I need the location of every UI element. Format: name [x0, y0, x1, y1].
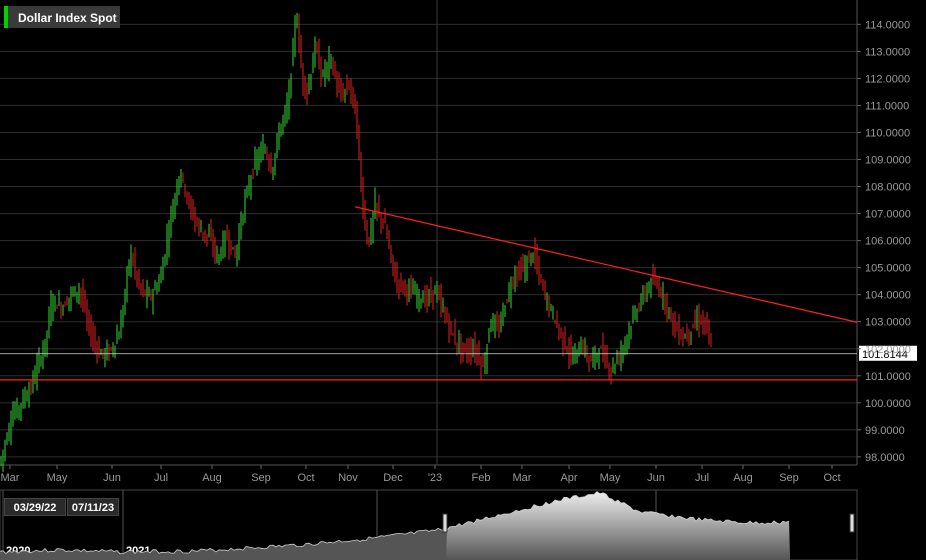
x-tick-label: Oct: [823, 472, 840, 484]
y-tick-label: 99.0000: [865, 425, 905, 437]
x-tick-label: Jul: [154, 472, 168, 484]
y-tick-label: 105.0000: [865, 263, 911, 275]
y-tick-label: 100.0000: [865, 398, 911, 410]
x-tick-label: Jun: [647, 472, 665, 484]
y-tick-label: 114.0000: [865, 19, 910, 31]
last-price-box: [859, 345, 917, 361]
range-end-date[interactable]: 07/11/23: [67, 498, 119, 516]
annotations: 101.8144: [0, 206, 917, 381]
overview-handle-left: [442, 513, 448, 533]
x-tick-label: Nov: [338, 472, 358, 484]
last-price-label: 101.8144: [862, 349, 908, 361]
range-start-date[interactable]: 03/29/22: [4, 498, 66, 516]
y-tick-label: 106.0000: [865, 236, 911, 248]
x-tick-label: Sep: [779, 472, 799, 484]
x-tick-label: Oct: [297, 472, 314, 484]
y-tick-label: 113.0000: [865, 46, 910, 58]
x-tick-label: Dec: [383, 472, 403, 484]
legend-title-text: Dollar Index Spot: [18, 11, 117, 25]
y-tick-label: 102.0000: [865, 344, 911, 356]
y-tick-label: 111.0000: [865, 100, 909, 112]
overview-selected-area: [446, 491, 790, 560]
x-tick-label: May: [47, 472, 68, 484]
x-tick-label: Feb: [472, 472, 491, 484]
overview-handle-right: [849, 513, 855, 533]
overview-line: [0, 491, 790, 555]
y-tick-label: 109.0000: [865, 155, 911, 167]
y-tick-label: 104.0000: [865, 290, 911, 302]
y-tick-label: 98.0000: [865, 452, 905, 464]
y-tick-label: 112.0000: [865, 73, 910, 85]
y-tick-label: 107.0000: [865, 209, 911, 221]
x-tick-label: Mar: [1, 472, 20, 484]
candles: [0, 12, 712, 473]
x-tick-label: May: [600, 472, 621, 484]
x-tick-label: Apr: [560, 472, 577, 484]
y-axis: 98.000099.0000100.0000101.0000102.000010…: [857, 19, 911, 464]
x-tick-label: Sep: [251, 472, 271, 484]
x-tick-label: Jun: [103, 472, 121, 484]
x-tick-label: Mar: [513, 472, 532, 484]
x-tick-label: Jul: [695, 472, 709, 484]
x-tick-label: '23: [428, 472, 442, 484]
x-tick-label: Aug: [202, 472, 222, 484]
y-tick-label: 103.0000: [865, 317, 911, 329]
y-tick-label: 110.0000: [865, 127, 910, 139]
overview-navigator[interactable]: 2020202120222023: [0, 489, 858, 560]
trendline: [354, 206, 858, 323]
y-tick-label: 108.0000: [865, 182, 911, 194]
y-tick-label: 101.0000: [865, 371, 911, 383]
x-tick-label: Aug: [733, 472, 753, 484]
x-axis: Mar May Jun Jul Aug Sep Oct Nov Dec '23 Feb Mar Apr M…: [1, 465, 841, 484]
legend-title[interactable]: Dollar Index Spot: [4, 6, 120, 28]
